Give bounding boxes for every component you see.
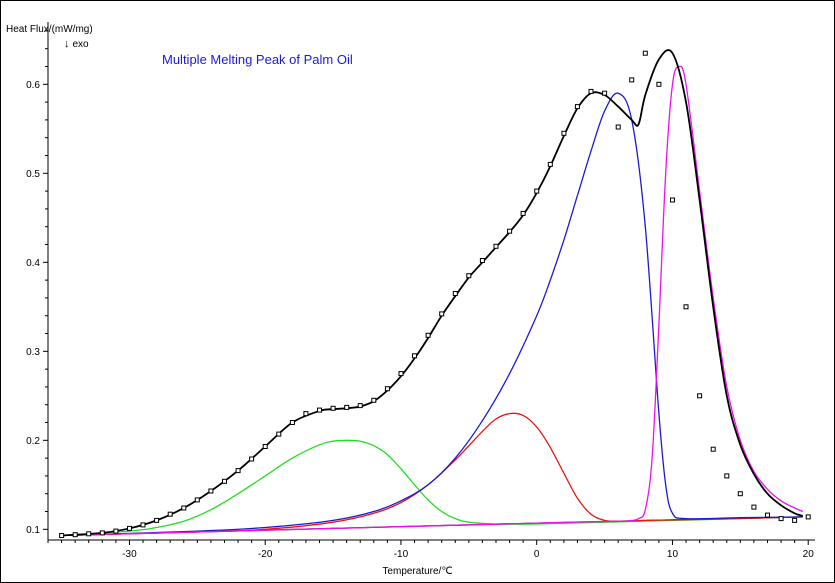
measured-point xyxy=(737,491,743,497)
measured-point xyxy=(235,468,241,474)
measured-point xyxy=(398,371,404,377)
measured-point xyxy=(412,353,417,359)
measured-point xyxy=(547,161,553,167)
exo-indicator: ↓ exo xyxy=(64,38,89,50)
measured-point xyxy=(602,90,608,96)
y-tick-label: 0.4 xyxy=(26,258,40,269)
measured-point xyxy=(384,386,390,392)
axes: -30 -20 -10 0 10 20 0.1 0.2 0.3 0.4 0.5 0.6 xyxy=(26,22,815,560)
x-tick-label: -30 xyxy=(122,549,137,560)
measured-point xyxy=(357,403,363,409)
measured-point xyxy=(751,504,757,510)
x-tick-label: -10 xyxy=(394,549,409,560)
measured-point xyxy=(805,514,811,520)
measured-point xyxy=(154,517,160,523)
y-tick-label: 0.5 xyxy=(26,169,40,180)
exo-label: exo xyxy=(72,39,89,50)
peak-3-curve xyxy=(61,92,803,537)
measured-point xyxy=(140,522,146,528)
measured-point xyxy=(574,104,580,110)
measured-point xyxy=(127,525,132,531)
x-axis-label: Temperature/℃ xyxy=(382,566,453,577)
x-tick-label: 20 xyxy=(803,549,815,560)
measured-point xyxy=(249,456,255,462)
measured-point xyxy=(520,210,526,216)
measured-point xyxy=(724,473,730,479)
y-tick-label: 0.3 xyxy=(26,347,40,358)
measured-point xyxy=(778,516,784,522)
x-tick-label: 10 xyxy=(667,549,679,560)
measured-point xyxy=(86,531,92,537)
measured-point xyxy=(371,397,377,403)
measured-point xyxy=(59,533,65,538)
x-tick-label: 0 xyxy=(534,549,540,560)
y-tick-label: 0.6 xyxy=(26,80,40,91)
measured-point xyxy=(317,407,322,413)
measured-point xyxy=(710,446,716,452)
measured-point xyxy=(276,431,282,437)
peak-2-curve xyxy=(61,412,803,537)
measured-point xyxy=(439,311,445,317)
measured-point xyxy=(452,291,458,296)
y-tick-label: 0.2 xyxy=(26,436,40,447)
measured-point xyxy=(792,517,798,523)
measured-point xyxy=(670,197,675,203)
measured-point xyxy=(765,512,770,518)
measured-point xyxy=(72,532,78,538)
measured-point xyxy=(222,478,227,484)
measured-point xyxy=(642,50,648,56)
measured-point xyxy=(479,258,485,263)
measured-point xyxy=(181,505,187,511)
measured-point xyxy=(99,530,105,536)
measured-point xyxy=(683,304,689,310)
curves xyxy=(61,49,804,537)
measured-point xyxy=(194,497,200,503)
fit-curve xyxy=(61,49,804,537)
measured-point xyxy=(629,77,635,83)
measured-point xyxy=(561,130,567,136)
measured-point xyxy=(303,411,309,417)
measured-point xyxy=(425,332,431,338)
measured-point xyxy=(289,420,295,425)
measured-point xyxy=(697,393,703,399)
measured-point xyxy=(656,81,662,87)
peak-1-curve xyxy=(61,439,803,537)
peak-4-curve xyxy=(61,65,804,537)
measured-point xyxy=(615,124,621,130)
measured-point xyxy=(588,88,594,94)
measured-point xyxy=(113,528,119,534)
x-tick-label: -20 xyxy=(258,549,273,560)
y-tick-label: 0.1 xyxy=(26,525,40,536)
measured-points xyxy=(59,50,811,538)
y-axis-label: Heat Flux/(mW/mg) xyxy=(6,24,93,35)
measured-point xyxy=(534,188,540,194)
measured-point xyxy=(507,228,513,234)
measured-point xyxy=(208,488,214,494)
measured-point xyxy=(330,405,336,411)
measured-point xyxy=(493,243,499,249)
arrow-down-icon: ↓ xyxy=(64,38,70,50)
chart-title: Multiple Melting Peak of Palm Oil xyxy=(162,52,353,67)
measured-point xyxy=(466,273,472,279)
measured-point xyxy=(167,511,173,517)
measured-point xyxy=(262,444,268,449)
measured-point xyxy=(344,404,350,410)
